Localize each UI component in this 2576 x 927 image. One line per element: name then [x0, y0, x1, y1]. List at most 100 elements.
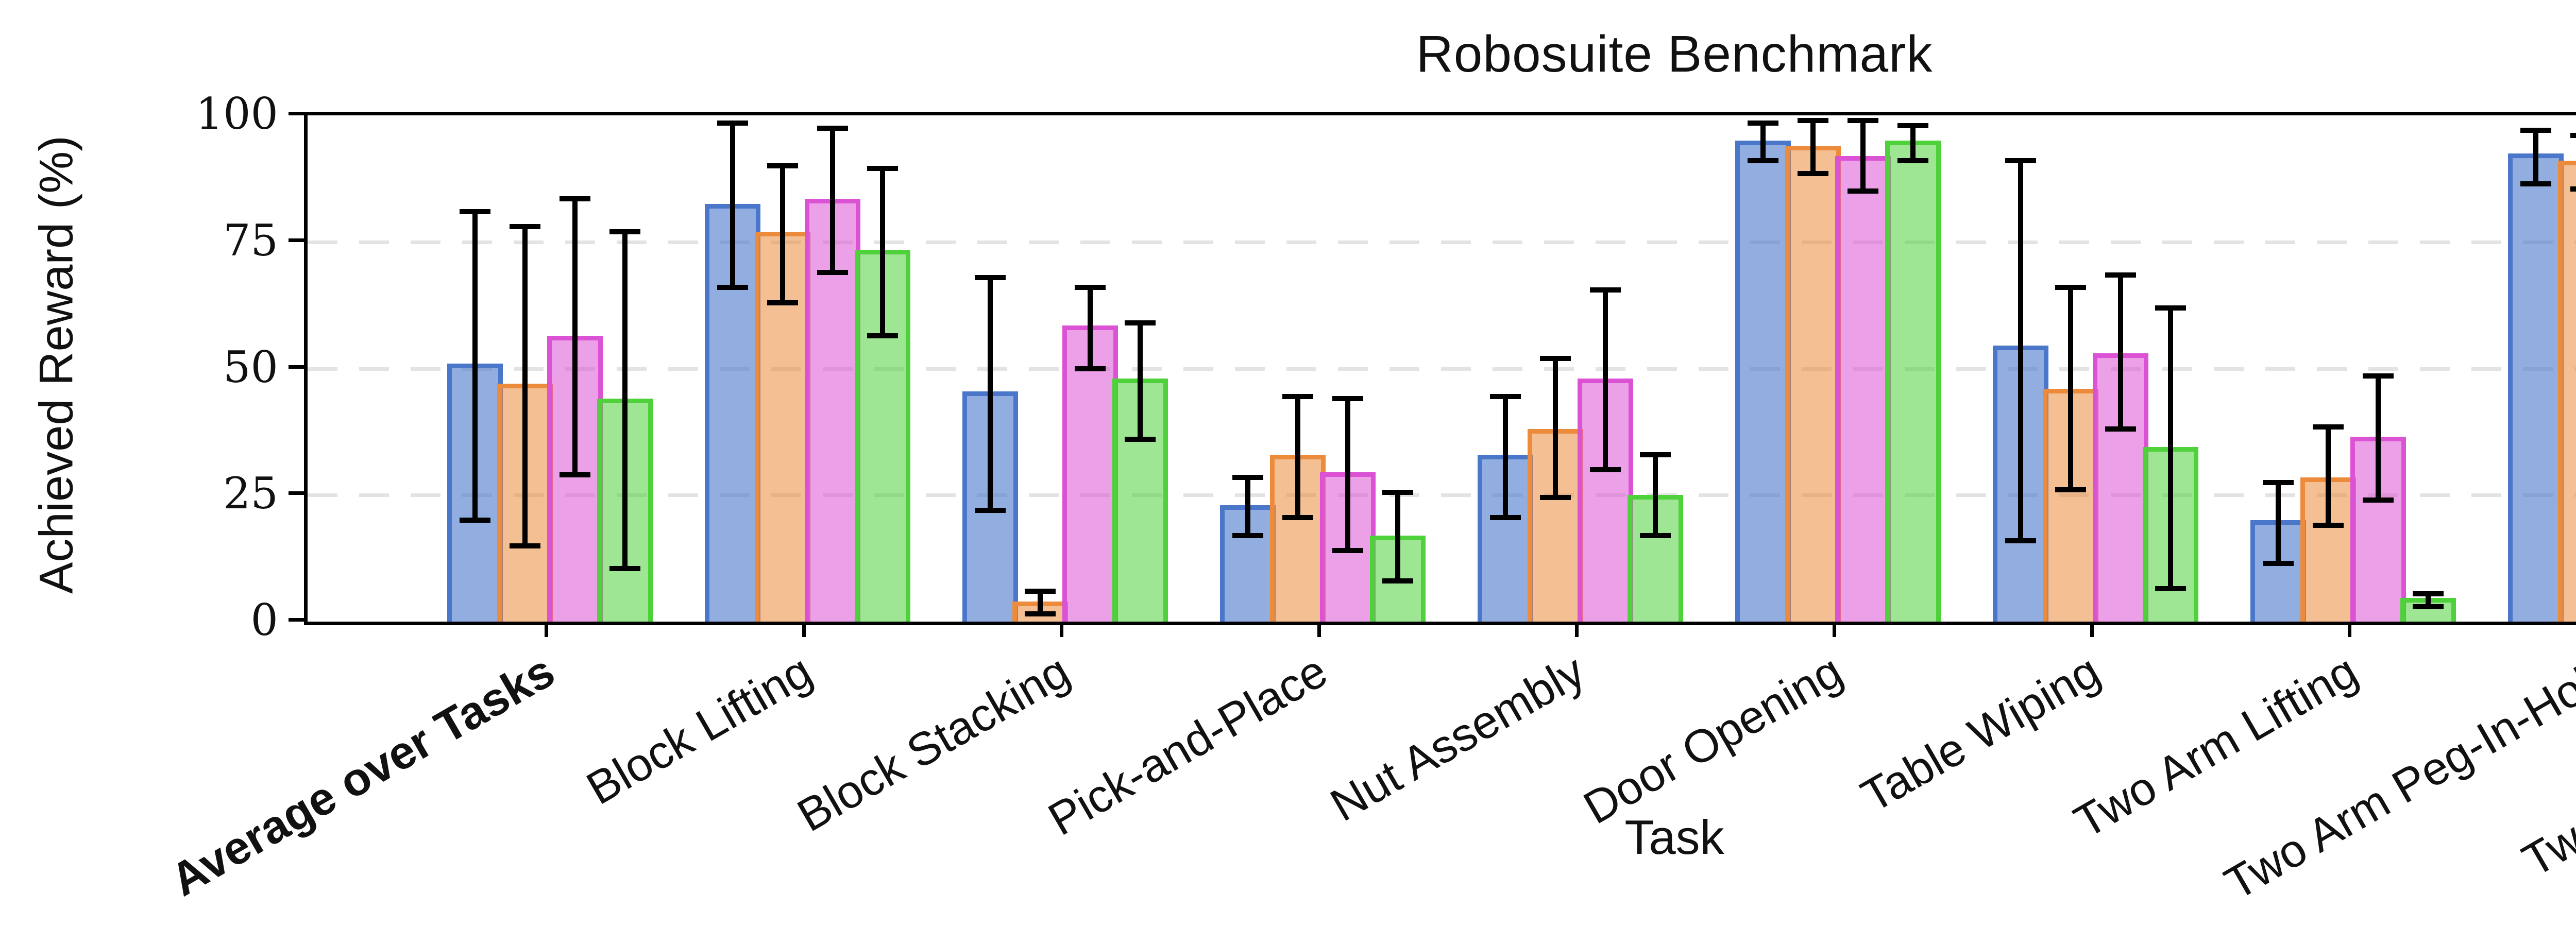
- error-bar-cap: [2005, 158, 2036, 164]
- bar: [1835, 156, 1891, 622]
- bar: [1885, 141, 1941, 622]
- grid-line: [308, 240, 2576, 244]
- error-bar-cap: [1539, 495, 1571, 501]
- error-bar-cap: [1639, 452, 1671, 457]
- y-axis-label: Achieved Reward (%): [30, 135, 83, 594]
- error-bar: [1860, 120, 1866, 192]
- x-tick-label: Block Lifting: [578, 645, 821, 815]
- error-bar: [2067, 287, 2073, 490]
- error-bar-cap: [2105, 272, 2136, 278]
- error-bar-cap: [1747, 158, 1778, 164]
- error-bar: [2533, 130, 2538, 184]
- x-tick-mark: [1317, 622, 1321, 637]
- error-bar: [1395, 492, 1400, 581]
- x-tick-mark: [545, 622, 548, 637]
- error-bar: [987, 277, 993, 510]
- error-bar-cap: [2412, 604, 2444, 609]
- error-bar: [1087, 287, 1093, 369]
- error-bar-cap: [609, 229, 640, 235]
- error-bar: [2018, 161, 2023, 541]
- plot-area: [304, 112, 2576, 625]
- error-bar: [730, 123, 735, 288]
- error-bar-cap: [559, 472, 590, 477]
- error-bar-cap: [1897, 123, 1928, 128]
- y-tick-mark: [289, 491, 304, 495]
- error-bar: [1810, 120, 1816, 174]
- error-bar-cap: [2312, 523, 2344, 528]
- error-bar-cap: [1024, 611, 1056, 617]
- error-bar: [1245, 477, 1250, 536]
- x-tick-label: Average over Tasks: [162, 645, 563, 906]
- error-bar-cap: [1589, 467, 1621, 473]
- error-bar: [1602, 290, 1608, 470]
- error-bar: [1552, 358, 1558, 498]
- error-bar: [1910, 125, 1916, 161]
- y-tick-label: 0: [250, 595, 278, 645]
- x-axis-label: Task: [1624, 810, 1724, 864]
- error-bar-cap: [817, 125, 848, 131]
- bar: [1062, 325, 1118, 622]
- error-bar: [522, 227, 528, 546]
- bar: [1735, 141, 1791, 622]
- y-tick-label: 100: [195, 89, 278, 139]
- y-tick-label: 75: [223, 215, 278, 266]
- error-bar-cap: [1489, 393, 1521, 399]
- error-bar: [779, 166, 785, 303]
- y-tick-label: 25: [223, 468, 278, 519]
- error-bar: [1345, 399, 1350, 551]
- error-bar: [829, 128, 835, 272]
- x-tick-label: Nut Assembly: [1322, 645, 1594, 832]
- y-tick-label: 50: [223, 341, 278, 392]
- error-bar: [2425, 593, 2431, 607]
- error-bar-cap: [1797, 171, 1828, 177]
- error-bar: [1295, 396, 1300, 518]
- x-tick-mark: [1060, 622, 1063, 637]
- error-bar-cap: [1382, 490, 1413, 495]
- error-bar: [1652, 454, 1658, 536]
- error-bar-cap: [867, 166, 898, 171]
- error-bar-cap: [2412, 591, 2444, 596]
- error-bar-cap: [2520, 181, 2551, 186]
- bar: [2507, 153, 2564, 622]
- x-tick-mark: [2348, 622, 2351, 637]
- error-bar-cap: [2005, 538, 2036, 543]
- error-bar-cap: [1382, 578, 1413, 584]
- error-bar: [2117, 274, 2123, 430]
- error-bar-cap: [1639, 533, 1671, 538]
- error-bar-cap: [717, 285, 748, 290]
- error-bar: [2167, 307, 2173, 589]
- chart-title: Robosuite Benchmark: [1416, 25, 1933, 83]
- error-bar-cap: [509, 543, 540, 548]
- error-bar: [879, 168, 885, 336]
- error-bar-cap: [1797, 117, 1828, 123]
- error-bar-cap: [2105, 426, 2136, 432]
- error-bar-cap: [2055, 487, 2086, 493]
- error-bar-cap: [2055, 285, 2086, 290]
- error-bar-cap: [1232, 533, 1263, 538]
- error-bar: [622, 232, 628, 569]
- error-bar-cap: [1589, 287, 1621, 293]
- error-bar-cap: [867, 333, 898, 338]
- error-bar-cap: [1747, 120, 1778, 126]
- error-bar-cap: [1897, 158, 1928, 164]
- error-bar-cap: [1282, 515, 1313, 521]
- bar: [854, 249, 910, 622]
- error-bar-cap: [1074, 366, 1106, 371]
- y-tick-mark: [289, 365, 304, 369]
- error-bar-cap: [1232, 474, 1263, 480]
- error-bar-cap: [459, 518, 490, 523]
- error-bar: [1760, 123, 1766, 161]
- error-bar: [1502, 396, 1508, 518]
- error-bar-cap: [1847, 117, 1878, 123]
- bar: [1785, 145, 1841, 622]
- error-bar: [2325, 426, 2331, 526]
- grid-line: [308, 367, 2576, 371]
- error-bar-cap: [817, 269, 848, 275]
- error-bar-cap: [717, 120, 748, 126]
- x-tick-mark: [2090, 622, 2094, 637]
- error-bar-cap: [1539, 355, 1571, 361]
- error-bar-cap: [2570, 186, 2576, 192]
- error-bar-cap: [2570, 133, 2576, 139]
- y-tick-mark: [289, 618, 304, 622]
